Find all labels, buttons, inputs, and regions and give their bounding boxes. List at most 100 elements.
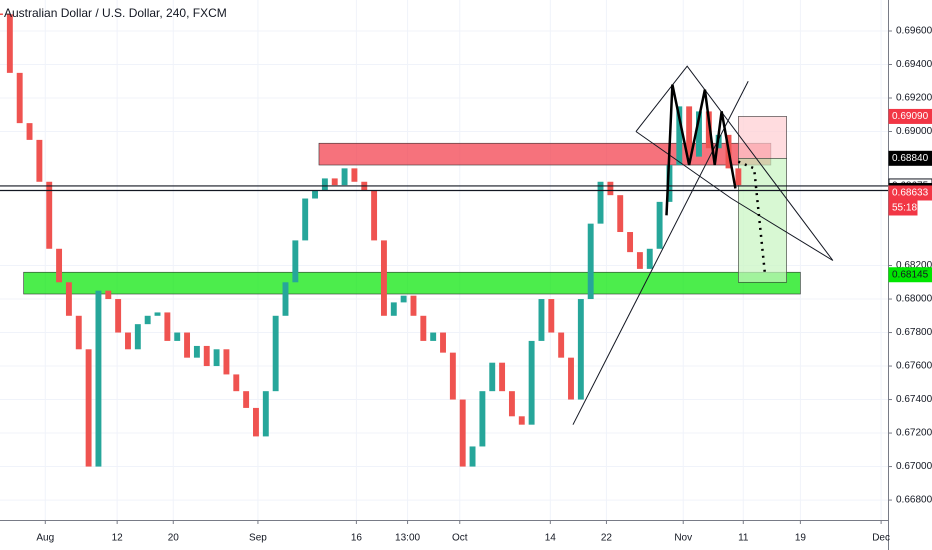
price-label: 55:18 — [892, 203, 917, 214]
candle — [272, 315, 279, 392]
candle — [656, 201, 663, 249]
candle — [499, 362, 506, 392]
candle — [16, 72, 23, 124]
price-label-box — [888, 185, 932, 201]
candle — [193, 345, 200, 358]
candle — [627, 232, 634, 253]
y-tick-label: 0.67600 — [896, 361, 932, 372]
candle — [371, 190, 378, 241]
price-label-box — [888, 108, 932, 124]
candle — [469, 446, 476, 467]
candle — [65, 282, 72, 316]
x-tick-label: 16 — [351, 533, 363, 544]
candle — [321, 178, 328, 191]
x-tick-label: 12 — [112, 533, 124, 544]
candle — [676, 106, 683, 166]
x-tick-label: Oct — [452, 533, 468, 544]
candle — [636, 252, 643, 269]
candle — [223, 349, 230, 375]
drawing — [665, 84, 737, 216]
candle — [587, 223, 594, 300]
y-tick-label: 0.66800 — [896, 495, 932, 506]
candle — [735, 168, 742, 186]
candle — [607, 181, 614, 196]
candle — [6, 14, 13, 73]
zone — [23, 271, 801, 295]
y-tick-label: 0.69400 — [896, 59, 932, 70]
candle — [548, 299, 555, 333]
price-label-box — [888, 267, 932, 283]
y-tick-label: 0.68000 — [896, 294, 932, 305]
candle — [262, 391, 269, 437]
candle — [125, 332, 131, 350]
candle — [508, 391, 515, 417]
price-label-box — [888, 150, 932, 166]
y-tick-label: 0.69600 — [896, 26, 932, 37]
candle — [479, 391, 486, 447]
candle — [577, 299, 584, 400]
y-tick-label: 0.69200 — [896, 93, 932, 104]
x-tick-label: 22 — [601, 533, 613, 544]
x-tick-label: 13:00 — [395, 533, 420, 544]
candle — [85, 349, 92, 467]
candle — [233, 374, 240, 392]
price-label: 0.69090 — [892, 111, 929, 122]
candle — [46, 181, 53, 249]
candle — [568, 357, 574, 400]
candle — [115, 299, 122, 333]
candle — [184, 332, 191, 358]
candle — [154, 312, 161, 316]
candle — [440, 332, 446, 353]
zone — [318, 142, 772, 166]
candle — [134, 324, 141, 350]
candle — [449, 352, 456, 400]
price-label: 0.68840 — [892, 153, 929, 164]
y-tick-label: 0.67400 — [896, 394, 932, 405]
candle — [331, 178, 338, 186]
candle — [696, 111, 702, 157]
x-tick-label: Dec — [872, 533, 890, 544]
candle — [558, 332, 565, 358]
price-label: 0.68145 — [892, 269, 929, 280]
y-tick-label: 0.67800 — [896, 327, 932, 338]
x-tick-label: Nov — [674, 533, 692, 544]
candle — [56, 248, 63, 283]
candle — [646, 248, 653, 269]
x-tick-label: 14 — [545, 533, 557, 544]
y-tick-label: 0.67200 — [896, 428, 932, 439]
candle — [312, 190, 318, 199]
x-tick-label: 19 — [795, 533, 807, 544]
y-tick-label: 0.69000 — [896, 126, 932, 137]
candle — [95, 290, 102, 467]
candle — [420, 315, 427, 341]
candle — [489, 362, 496, 392]
candle — [351, 168, 358, 182]
candle — [597, 181, 604, 224]
candle — [36, 139, 43, 182]
price-label-box — [888, 200, 918, 216]
candle — [538, 299, 545, 341]
candle — [430, 332, 437, 341]
zone — [738, 116, 787, 159]
candle — [282, 282, 289, 316]
y-tick-label: 0.68200 — [896, 260, 932, 271]
x-tick-label: Sep — [249, 533, 267, 544]
candle — [390, 302, 397, 316]
candle — [203, 345, 210, 367]
candle — [292, 240, 299, 283]
candle — [144, 315, 151, 325]
candle — [26, 123, 33, 140]
candle — [213, 349, 220, 367]
y-tick-label: 0.67000 — [896, 461, 932, 472]
candle — [410, 295, 417, 316]
x-tick-label: Aug — [36, 533, 54, 544]
candle — [302, 198, 309, 241]
candle — [75, 315, 82, 350]
chart-title: Australian Dollar / U.S. Dollar, 240, FX… — [4, 6, 227, 20]
candle — [253, 407, 259, 437]
candle — [105, 290, 112, 300]
candle — [341, 168, 348, 186]
candle — [528, 340, 535, 425]
candle — [617, 195, 624, 233]
